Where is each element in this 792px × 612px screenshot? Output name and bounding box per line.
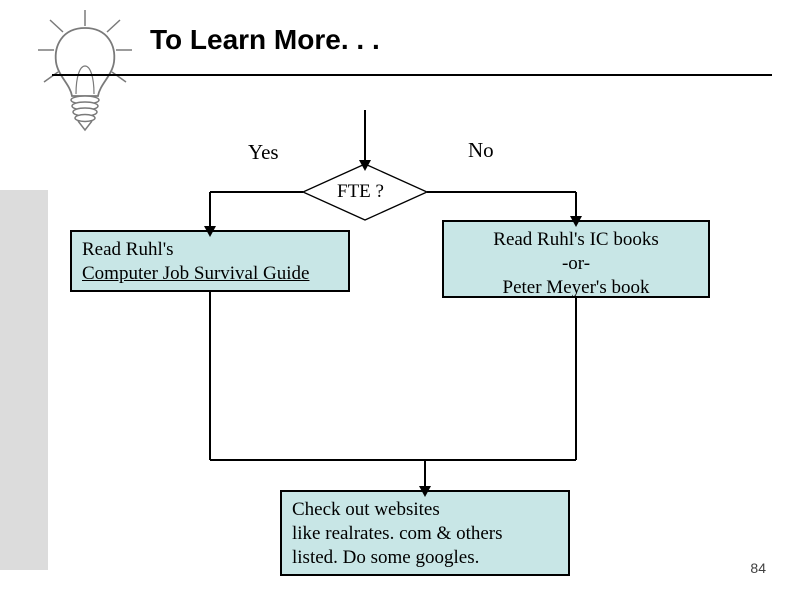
left-tab [0, 190, 48, 570]
box-right-line3: Peter Meyer's book [454, 276, 698, 300]
decision-text: FTE ? [337, 181, 384, 203]
box-bottom: Check out websites like realrates. com &… [280, 490, 570, 576]
box-right: Read Ruhl's IC books -or- Peter Meyer's … [442, 220, 710, 298]
box-bottom-line2: like realrates. com & others [292, 522, 558, 546]
box-left-line2: Computer Job Survival Guide [82, 262, 338, 286]
box-bottom-line1: Check out websites [292, 498, 558, 522]
no-label: No [468, 138, 494, 163]
yes-label: Yes [248, 140, 279, 165]
page-number: 84 [750, 560, 766, 576]
title-divider [52, 74, 772, 76]
box-right-line1: Read Ruhl's IC books [454, 228, 698, 252]
box-left: Read Ruhl's Computer Job Survival Guide [70, 230, 350, 292]
box-left-line1: Read Ruhl's [82, 238, 338, 262]
slide: To Learn More. . . Yes No FTE ? Read Ruh… [0, 0, 792, 612]
box-right-line2: -or- [454, 252, 698, 276]
box-bottom-line3: listed. Do some googles. [292, 546, 558, 570]
slide-title: To Learn More. . . [150, 24, 380, 56]
